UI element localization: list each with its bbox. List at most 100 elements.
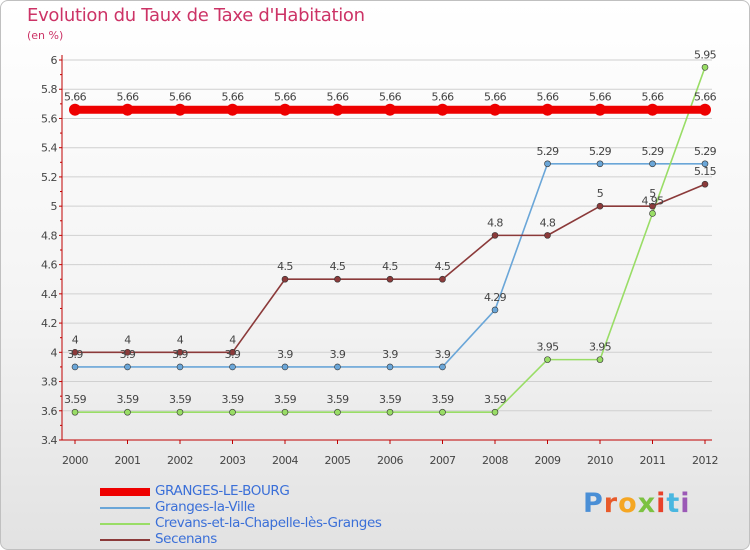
data-label: 5 [649,187,656,200]
y-tick-label: 5.8 [41,83,57,96]
data-point [439,275,446,283]
data-label: 4.5 [382,260,398,273]
x-tick-label: 2010 [587,454,613,467]
legend-swatch [100,523,150,525]
data-point [701,180,709,188]
data-point [69,103,81,116]
y-tick-label: 4 [51,346,58,359]
y-tick-label: 6 [51,54,58,67]
data-point [439,363,446,371]
data-label: 5.95 [694,48,717,61]
data-label: 5.66 [64,91,87,104]
legend-swatch [100,488,150,496]
data-point [331,103,344,116]
data-label: 5.29 [536,145,559,158]
data-label: 3.9 [225,348,241,361]
legend-label: Secenans [155,531,217,547]
y-tick-label: 5 [51,200,58,213]
x-tick-label: 2011 [640,454,666,467]
data-label: 3.59 [326,393,349,406]
data-label: 5.66 [431,91,454,104]
data-point [649,160,656,168]
data-label: 5.66 [326,91,349,104]
data-point [176,349,184,356]
data-label: 3.59 [274,393,297,406]
data-point [279,103,291,116]
data-label: 5.66 [116,91,139,104]
data-label: 3.59 [64,393,87,406]
data-point [229,363,236,371]
data-point [71,363,79,371]
data-point [124,363,131,371]
data-label: 4.8 [487,216,503,229]
data-point [596,356,604,363]
logo-letter: o [618,488,638,519]
x-tick-label: 2008 [482,454,508,467]
data-label: 3.9 [172,348,188,361]
data-point [491,408,499,416]
data-point [71,349,79,356]
legend-label: Granges-la-Ville [155,499,255,515]
data-point [646,103,659,116]
proxiti-logo: Proxiti [583,488,691,519]
data-point [334,275,341,283]
chart-title: Evolution du Taux de Taxe d'Habitation [27,5,365,26]
y-tick-label: 4.8 [41,229,57,242]
legend-swatch [100,539,150,541]
data-point [334,363,341,371]
data-label: 4 [229,333,236,346]
legend-swatch [100,507,150,509]
x-tick-label: 2005 [325,454,351,467]
y-tick-label: 3.6 [41,405,57,418]
data-label: 3.59 [379,393,402,406]
data-point [649,202,656,210]
data-label: 4.95 [641,194,664,207]
data-label: 5.29 [589,145,612,158]
legend-label: GRANGES-LE-BOURG [155,483,290,499]
data-point [386,275,394,283]
x-tick-label: 2004 [272,454,298,467]
data-label: 3.95 [536,341,559,354]
logo-letter: P [583,488,604,519]
data-label: 4 [72,333,79,346]
data-point [121,103,134,116]
legend-label: Crevans-et-la-Chapelle-lès-Granges [155,515,382,531]
data-point [334,408,341,416]
data-point [491,306,499,314]
data-point [226,103,239,116]
x-tick-label: 2009 [535,454,561,467]
data-point [699,103,711,116]
data-label: 5.15 [694,165,717,178]
logo-letter: t [666,488,681,519]
data-label: 3.59 [221,393,244,406]
y-tick-label: 3.4 [41,434,57,447]
data-label: 3.59 [169,393,192,406]
data-label: 5.66 [694,91,717,104]
data-label: 3.9 [277,348,293,361]
data-label: 5.29 [641,145,664,158]
data-point [281,408,289,416]
data-label: 4 [124,333,131,346]
data-label: 5.66 [641,91,664,104]
data-label: 3.9 [330,348,346,361]
data-label: 3.59 [484,393,507,406]
data-label: 3.59 [116,393,139,406]
data-point [386,408,394,416]
data-label: 3.59 [431,393,454,406]
x-tick-label: 2007 [430,454,456,467]
data-point [596,202,604,210]
data-point [701,64,709,71]
data-point [649,210,656,217]
data-point [281,363,289,371]
data-label: 5.29 [694,145,717,158]
y-tick-label: 5.6 [41,112,57,125]
y-tick-label: 5.2 [41,171,57,184]
y-tick-label: 4.6 [41,259,57,272]
data-label: 5.66 [484,91,507,104]
data-point [71,408,79,416]
logo-letter: i [656,488,667,519]
data-point [541,103,554,116]
data-point [124,408,131,416]
